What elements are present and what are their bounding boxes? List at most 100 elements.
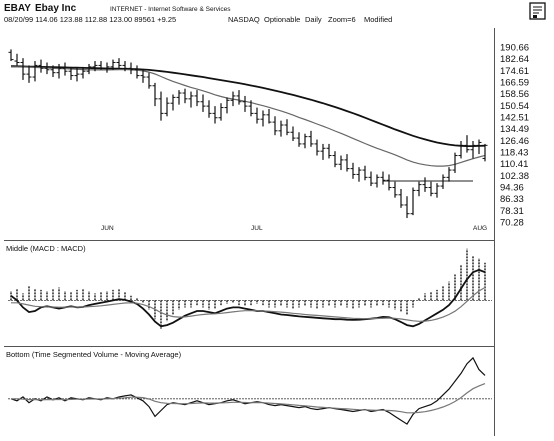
ohlc-bar	[248, 100, 254, 117]
y-tick-label: 78.31	[500, 206, 524, 217]
company-name: Ebay Inc	[35, 3, 77, 14]
exchange-label: NASDAQ	[228, 15, 260, 24]
ohlc-bar	[194, 90, 200, 107]
ohlc-bar	[110, 59, 116, 70]
ohlc-bar	[380, 171, 386, 185]
macd-panel-label: Middle (MACD : MACD)	[6, 244, 86, 253]
ohlc-bar	[482, 143, 488, 162]
ohlc-bar	[212, 106, 218, 124]
ohlc-bar	[284, 119, 290, 136]
ohlc-bar	[446, 167, 452, 182]
ohlc-bar	[464, 135, 470, 153]
ohlc-bar	[398, 188, 404, 208]
ohlc-bar	[320, 143, 326, 160]
y-tick-label: 118.43	[500, 148, 528, 159]
ohlc-bar	[86, 63, 92, 75]
ohlc-bar	[62, 62, 68, 76]
ohlc-bar	[326, 143, 332, 159]
moving-average-line	[10, 65, 486, 148]
y-tick-label: 174.61	[500, 66, 529, 77]
quote-line: 08/20/99 114.06 123.88 112.88 123.00 895…	[4, 15, 176, 24]
ohlc-bar	[74, 68, 80, 82]
ohlc-bar	[302, 133, 308, 149]
ohlc-bar	[332, 151, 338, 168]
y-tick-label: 190.66	[500, 43, 529, 54]
ohlc-bar	[14, 53, 20, 66]
panel-divider	[4, 346, 494, 347]
ohlc-bar	[206, 100, 212, 118]
ohlc-bar	[68, 66, 74, 80]
series-line	[10, 356, 486, 425]
sector-label: INTERNET - Internet Software & Services	[110, 6, 231, 13]
y-tick-label: 70.28	[500, 218, 524, 229]
y-tick-label: 110.41	[500, 159, 528, 170]
ohlc-bar	[176, 90, 182, 105]
ohlc-bar	[146, 72, 152, 89]
ohlc-bar	[32, 61, 38, 82]
ohlc-bar	[338, 155, 344, 171]
ohlc-bar	[242, 95, 248, 112]
chart-document-icon[interactable]	[529, 2, 546, 20]
ohlc-bar	[200, 94, 206, 112]
series-line	[10, 268, 486, 328]
ohlc-bar	[128, 62, 134, 75]
series-line	[11, 286, 486, 322]
ohlc-bar	[272, 116, 278, 136]
ohlc-bar	[188, 91, 194, 108]
ohlc-bar	[476, 139, 482, 155]
ohlc-bar	[122, 61, 128, 72]
y-tick-label: 134.49	[500, 124, 529, 135]
ohlc-bar	[50, 65, 56, 78]
ohlc-bar	[134, 65, 140, 79]
ohlc-bar	[440, 174, 446, 189]
x-tick-label: AUG	[473, 225, 487, 232]
ohlc-bar	[92, 61, 98, 72]
ohlc-bar	[296, 132, 302, 147]
ohlc-bar	[308, 130, 314, 147]
ohlc-bar	[470, 140, 476, 159]
moving-average-line	[11, 66, 486, 167]
ohlc-bar	[458, 140, 464, 159]
ohlc-bar	[434, 183, 440, 198]
ohlc-bar	[278, 120, 284, 137]
x-tick-label: JUN	[101, 225, 114, 232]
symbol: EBAY	[4, 3, 31, 14]
ohlc-bar	[236, 90, 242, 105]
ohlc-bar	[374, 174, 380, 188]
ohlc-bar	[38, 59, 44, 73]
x-tick-label: JUL	[251, 225, 263, 232]
ohlc-bar	[116, 58, 122, 69]
y-tick-label: 158.56	[500, 89, 529, 100]
ohlc-bar	[404, 196, 410, 219]
y-tick-label: 94.36	[500, 182, 524, 193]
status-label: Modified	[364, 15, 392, 24]
optionable-label: Optionable	[264, 15, 300, 24]
price-panel: 190.66182.64174.61166.59158.56150.54142.…	[8, 43, 529, 232]
ohlc-bar	[290, 126, 296, 141]
ohlc-bar	[98, 61, 104, 70]
ohlc-bar	[170, 94, 176, 111]
axis-divider	[494, 28, 495, 436]
ohlc-bar	[56, 63, 62, 79]
ohlc-bar	[416, 181, 422, 197]
tsv-panel-label: Bottom (Time Segmented Volume - Moving A…	[6, 350, 182, 359]
ohlc-bar	[20, 58, 26, 80]
ohlc-bar	[386, 174, 392, 191]
ohlc-bar	[26, 65, 32, 83]
y-tick-label: 166.59	[500, 77, 529, 88]
ohlc-bar	[254, 107, 260, 124]
ohlc-bar	[428, 181, 434, 197]
ohlc-bar	[182, 88, 188, 104]
y-tick-label: 102.38	[500, 171, 529, 182]
ohlc-bar	[260, 110, 266, 127]
y-tick-label: 86.33	[500, 194, 524, 205]
ohlc-bar	[8, 49, 14, 62]
series-line	[11, 383, 486, 414]
ohlc-bar	[392, 181, 398, 198]
zoom-label: Zoom=6	[328, 15, 356, 24]
ohlc-bar	[422, 177, 428, 192]
ohlc-bar	[104, 62, 110, 73]
ohlc-bar	[362, 165, 368, 181]
